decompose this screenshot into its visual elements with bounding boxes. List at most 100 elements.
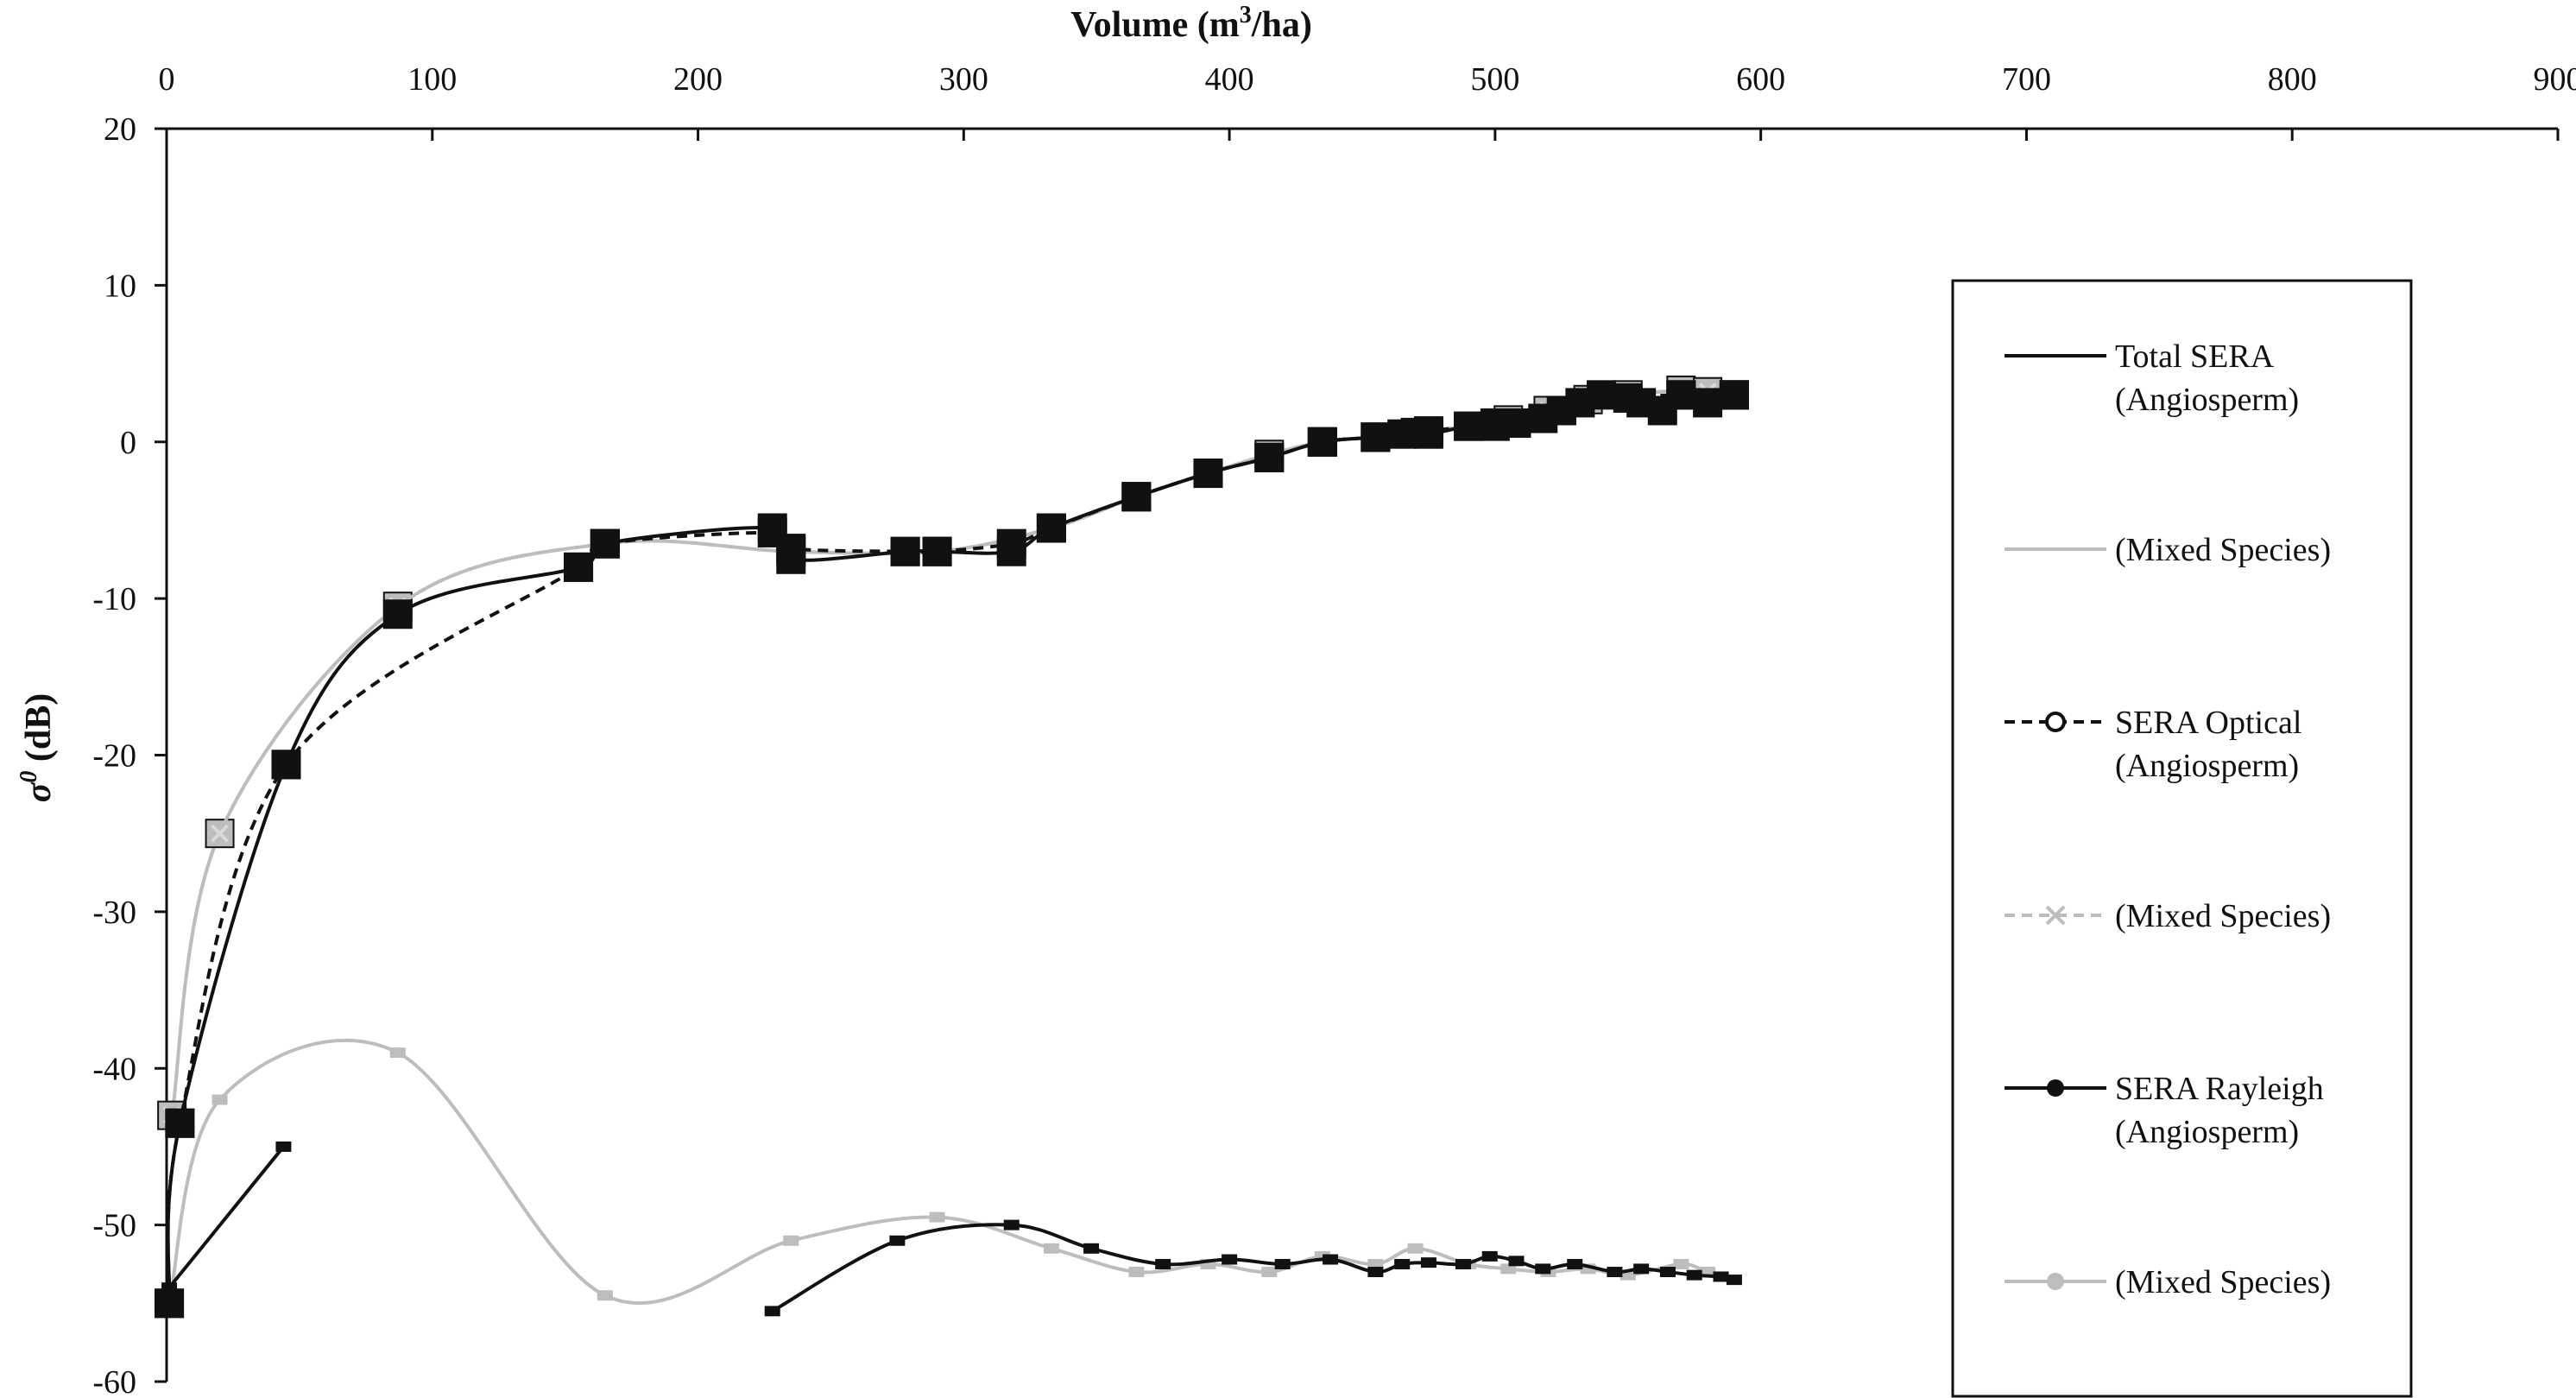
data-point-optical-angio [1666,380,1696,410]
data-point-rayleigh-angio-b [1567,1258,1583,1269]
series-line-optical-angio [166,393,1734,1304]
legend-item-rayleigh-mixed: (Mixed Species) [2005,1264,2331,1300]
data-point-rayleigh-mixed [1367,1258,1384,1269]
x-tick-label: 900 [2534,61,2576,98]
data-point-rayleigh-angio-a [275,1141,292,1152]
x-tick-label: 700 [2002,61,2051,98]
data-point-rayleigh-angio-b [1659,1267,1676,1278]
y-tick-label: -50 [92,1208,136,1244]
legend-label-rayleigh-angio: SERA Rayleigh [2115,1071,2324,1107]
data-point-optical-angio [996,528,1026,559]
data-point-optical-angio [1546,395,1576,426]
y-axis-title: σ0 (dB) [16,693,59,803]
data-point-optical-mixed [211,824,229,843]
data-point-rayleigh-mixed [1261,1267,1278,1278]
data-point-optical-angio [757,517,787,547]
data-point-optical-angio [1413,416,1443,446]
data-point-rayleigh-angio-b [889,1235,906,1246]
series-line-rayleigh-angio-a [167,1145,285,1289]
legend-label-rayleigh-angio: (Angiosperm) [2115,1114,2299,1150]
data-point-total-angio [382,599,413,629]
data-point-rayleigh-angio-b [1394,1258,1411,1269]
data-point-optical-angio [271,750,301,780]
series-rayleigh-angio-a [161,1141,292,1294]
x-tick-label: 500 [1470,61,1519,98]
x-tick-label: 0 [159,61,175,98]
data-point-rayleigh-angio-b [1726,1275,1742,1286]
data-point-rayleigh-mixed [783,1235,799,1246]
data-point-optical-angio [165,1108,195,1138]
legend-marker-filled-circle [2047,1079,2064,1097]
legend-box [1951,279,2413,1398]
legend-item-optical-angio: SERA Optical (Angiosperm) [2005,705,2301,784]
x-tick-label: 300 [939,61,988,98]
legend-item-optical-mixed: (Mixed Species) [2005,898,2331,934]
data-point-rayleigh-angio-b [1686,1269,1702,1281]
data-point-optical-angio [590,528,620,559]
y-tick-label: 10 [104,268,136,304]
data-point-total-angio [1587,380,1616,410]
series-optical-angio [155,380,1749,1319]
data-point-rayleigh-angio-b [1274,1258,1291,1269]
data-point-optical-angio [1361,422,1391,452]
y-tick-label: -60 [92,1364,136,1398]
y-tick-label: -40 [92,1051,136,1087]
legend-label-optical-angio: SERA Optical [2115,705,2301,741]
legend-marker-open-circle [2045,712,2066,732]
data-point-optical-angio [1121,482,1152,512]
x-tick-label: 400 [1205,61,1254,98]
data-point-rayleigh-angio-b [1508,1256,1525,1267]
legend-marker-x-stroke [2045,905,2066,926]
data-point-rayleigh-angio-b [1481,1250,1498,1262]
data-point-rayleigh-angio-b [1155,1258,1171,1269]
legend-label-optical-angio: (Angiosperm) [2115,748,2299,784]
x-marker-stroke [211,824,229,843]
data-point-rayleigh-angio-b [1633,1263,1650,1275]
axes: 0 100 200 300 400 500 600 700 800 90020100-10-20-… [92,61,2576,1398]
data-point-optical-angio [1254,442,1285,472]
data-point-rayleigh-angio-b [1323,1254,1339,1265]
data-point-rayleigh-angio-b [1713,1271,1729,1282]
data-point-rayleigh-mixed [1043,1243,1059,1254]
data-point-rayleigh-mixed [1128,1267,1145,1278]
data-point-rayleigh-angio-b [1367,1267,1384,1278]
data-point-rayleigh-angio-a [161,1282,178,1294]
data-point-rayleigh-mixed [389,1047,406,1059]
legend-label-optical-mixed: (Mixed Species) [2115,898,2331,934]
legend-label-total-angio: Total SERA [2115,338,2275,375]
data-point-rayleigh-angio-b [1222,1254,1238,1265]
y-tick-label: 20 [104,111,136,148]
legend-label-total-angio: (Angiosperm) [2115,382,2299,418]
data-point-rayleigh-mixed [1500,1263,1517,1275]
x-tick-label: 800 [2268,61,2317,98]
legend-label-rayleigh-mixed: (Mixed Species) [2115,1264,2331,1300]
data-point-rayleigh-mixed [1407,1243,1424,1254]
x-tick-label: 100 [407,61,457,98]
data-point-rayleigh-mixed [929,1211,945,1223]
data-point-rayleigh-angio-b [1083,1243,1100,1254]
y-tick-label: -30 [92,895,136,931]
data-point-rayleigh-mixed [212,1094,228,1105]
data-point-rayleigh-mixed [1673,1258,1689,1269]
data-point-optical-angio [1307,427,1337,457]
data-point-optical-angio [890,536,920,566]
data-point-optical-angio [1193,459,1223,489]
data-point-optical-angio [1480,408,1510,438]
data-point-rayleigh-angio-b [1607,1267,1623,1278]
legend-label-total-mixed: (Mixed Species) [2115,532,2331,568]
x-axis-title: Volume (m3/ha) [1070,2,1312,45]
series-rayleigh-angio-b [764,1219,1742,1317]
legend-marker-filled-circle [2047,1273,2064,1290]
y-tick-label: -10 [92,581,136,617]
legend-item-rayleigh-angio: SERA Rayleigh (Angiosperm) [2005,1071,2324,1150]
data-point-optical-angio [155,1288,185,1319]
y-tick-label: 0 [120,425,136,461]
legend-item-total-mixed: (Mixed Species) [2005,532,2331,568]
x-tick-label: 200 [673,61,723,98]
data-point-optical-angio [922,536,952,566]
series-layer [155,375,1749,1319]
data-point-optical-angio [1719,380,1749,410]
y-tick-label: -20 [92,738,136,775]
data-point-optical-angio [1036,513,1066,543]
